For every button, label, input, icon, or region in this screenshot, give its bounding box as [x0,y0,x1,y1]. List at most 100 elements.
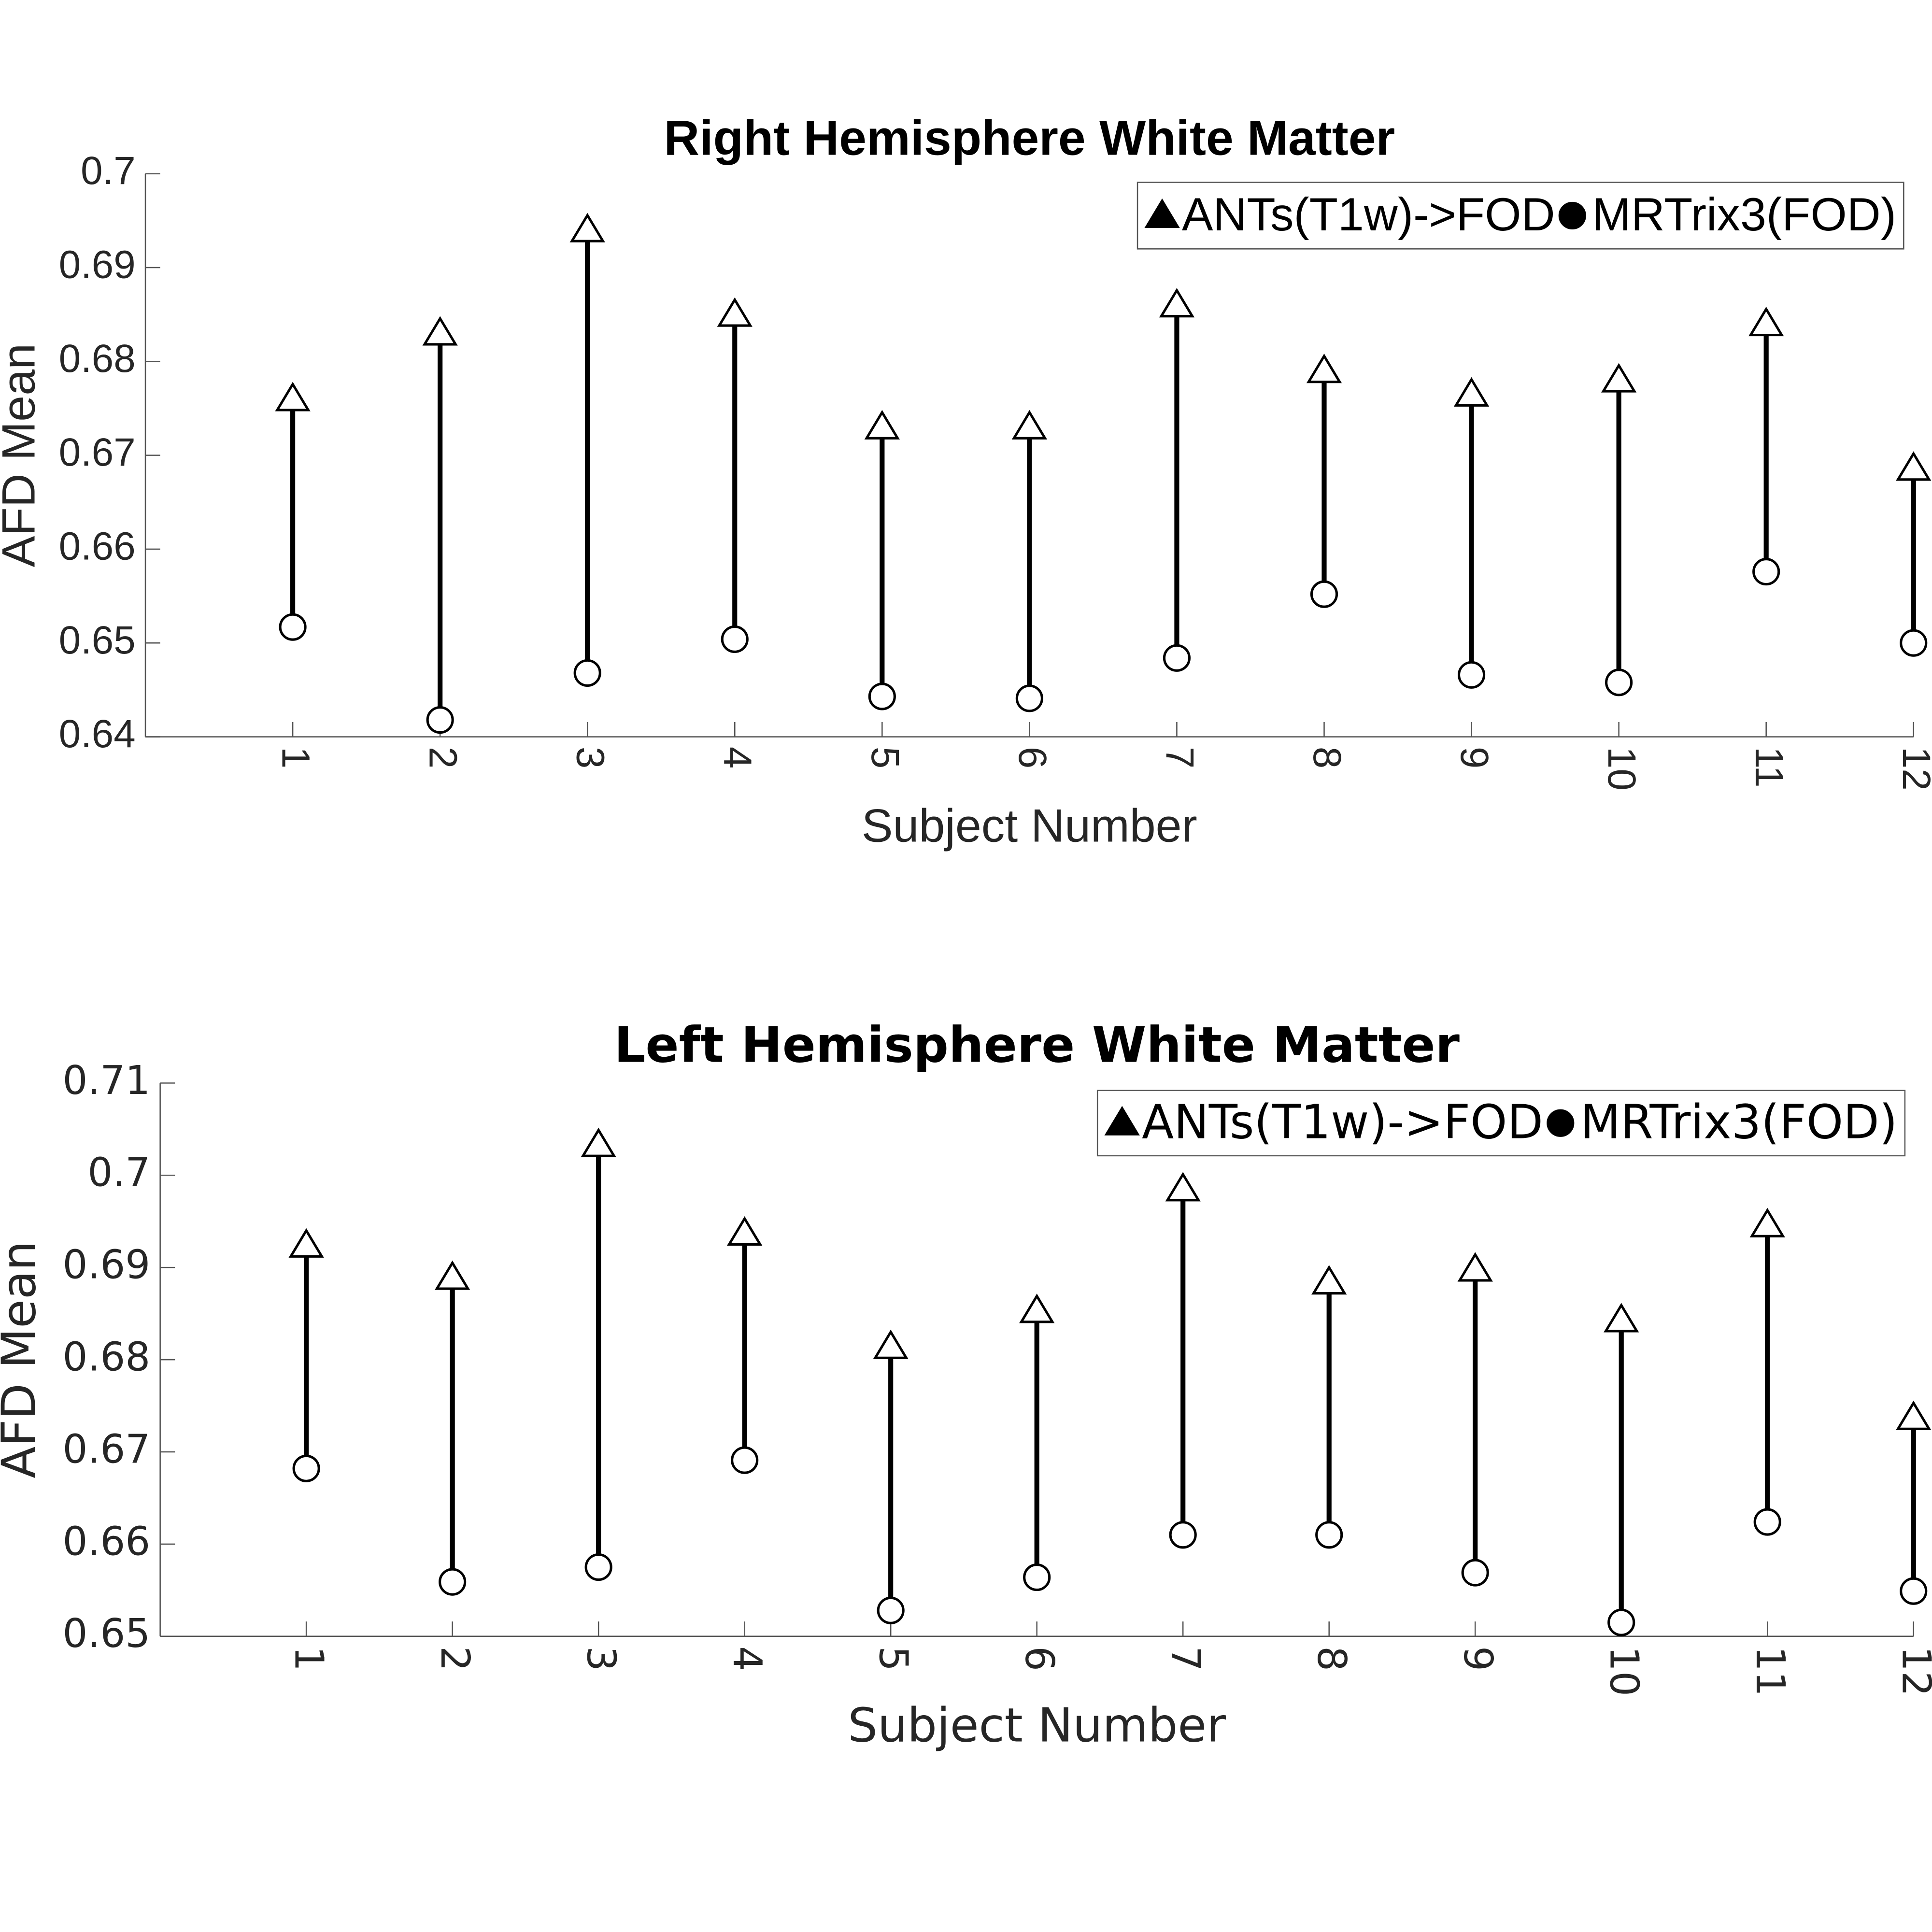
x-tick-label: 6 [1016,1646,1062,1671]
circle-marker [721,625,749,653]
x-tick-label: 1 [274,747,318,768]
circle-marker [426,706,454,734]
legend-marker [1558,201,1586,230]
triangle-marker [1019,1293,1055,1323]
y-tick-label: 0.66 [59,524,136,568]
triangle-marker [1159,288,1195,318]
x-axis-label: Subject Number [848,1698,1226,1752]
legend-label: ANTs(T1w)->FOD [1182,188,1555,241]
triangle-marker [275,382,311,412]
triangle-marker [1604,1303,1639,1333]
circle-marker [1753,1508,1781,1536]
circle-marker [1461,1559,1489,1587]
legend: ANTs(T1w)->FOD MRTrix3(FOD) [1136,182,1904,250]
circle-marker [868,682,896,710]
x-tick-label: 11 [1747,747,1791,788]
circle-marker [1457,661,1486,689]
chart-title: Left Hemisphere White Matter [614,1017,1460,1074]
x-tick-label: 10 [1600,747,1644,791]
circle-marker [1900,629,1928,657]
x-tick-label: 9 [1452,747,1496,768]
y-tick-label: 0.67 [59,430,136,474]
triangle-marker [1011,410,1048,440]
x-tick-label: 6 [1010,747,1054,768]
triangle-marker [1601,363,1637,393]
y-tick-label: 0.7 [87,1150,150,1196]
triangle-marker [1311,1265,1347,1295]
x-tick-label: 8 [1308,1646,1354,1671]
legend-marker [1547,1109,1575,1137]
triangle-marker [435,1260,470,1290]
legend-label: MRTrix3(FOD) [1592,188,1896,241]
legend-box [1136,182,1904,250]
legend-marker [1144,198,1180,228]
y-tick-label: 0.68 [59,337,136,381]
triangle-marker [873,1329,909,1359]
triangle-marker [717,297,753,327]
x-tick-label: 12 [1893,1646,1932,1696]
legend: ANTs(T1w)->FOD MRTrix3(FOD) [1096,1090,1906,1157]
legend-label: MRTrix3(FOD) [1580,1095,1898,1150]
triangle-marker [569,213,605,242]
triangle-marker [1165,1172,1201,1202]
circle-marker [877,1596,905,1624]
triangle-marker [1306,354,1342,384]
y-tick-label: 0.64 [59,712,136,756]
x-tick-label: 7 [1163,1646,1208,1671]
triangle-marker [1457,1252,1493,1282]
circle-marker [731,1446,759,1474]
x-tick-label: 3 [568,747,612,768]
y-tick-label: 0.65 [62,1611,150,1657]
circle-marker [1315,1521,1343,1549]
y-tick-label: 0.65 [59,618,136,662]
circle-marker [584,1553,612,1581]
x-tick-label: 4 [724,1646,770,1671]
circle-marker [1752,557,1780,586]
triangle-marker [581,1127,616,1157]
triangle-marker [1748,307,1784,337]
x-tick-label: 12 [1894,747,1932,791]
y-tick-label: 0.7 [81,149,135,193]
triangle-marker [864,410,900,440]
x-tick-label: 5 [870,1646,916,1671]
x-tick-label: 9 [1455,1646,1501,1671]
chart: Right Hemisphere White Matter 0.64 0.65 0.6… [0,110,1932,852]
triangle-marker [1453,377,1490,407]
y-tick-label: 0.71 [62,1058,150,1104]
legend-label: ANTs(T1w)->FOD [1142,1095,1543,1150]
x-tick-label: 10 [1601,1646,1647,1696]
circle-marker [292,1454,320,1482]
circle-marker [1023,1563,1051,1591]
chart-title: Right Hemisphere White Matter [664,110,1395,165]
y-axis-label: AFD Mean [0,343,45,567]
circle-marker [573,659,601,687]
x-tick-label: 2 [421,747,465,768]
y-axis-label: AFD Mean [0,1241,46,1478]
circle-marker [1605,668,1633,696]
triangle-marker [1896,1400,1932,1430]
x-tick-label: 1 [286,1646,332,1671]
y-tick-label: 0.68 [62,1335,150,1380]
triangle-marker [1749,1208,1785,1237]
legend-box [1096,1090,1906,1157]
circle-marker [439,1568,467,1596]
y-tick-label: 0.69 [59,243,136,287]
x-tick-label: 4 [716,747,760,768]
x-tick-label: 8 [1305,747,1349,768]
x-tick-label: 2 [432,1646,478,1671]
legend-marker [1104,1106,1140,1136]
x-tick-label: 11 [1747,1646,1793,1696]
triangle-marker [1896,451,1932,481]
chart: Left Hemisphere White Matter 0.65 0.66 0.67… [0,1017,1932,1753]
circle-marker [1169,1521,1197,1549]
circle-marker [1015,684,1043,712]
y-tick-label: 0.67 [62,1426,150,1472]
circle-marker [1607,1608,1635,1636]
circle-marker [1310,580,1338,608]
circle-marker [1900,1577,1928,1605]
y-tick-label: 0.69 [62,1242,150,1288]
circle-marker [1163,644,1191,672]
triangle-marker [288,1228,324,1258]
triangle-marker [422,316,458,346]
